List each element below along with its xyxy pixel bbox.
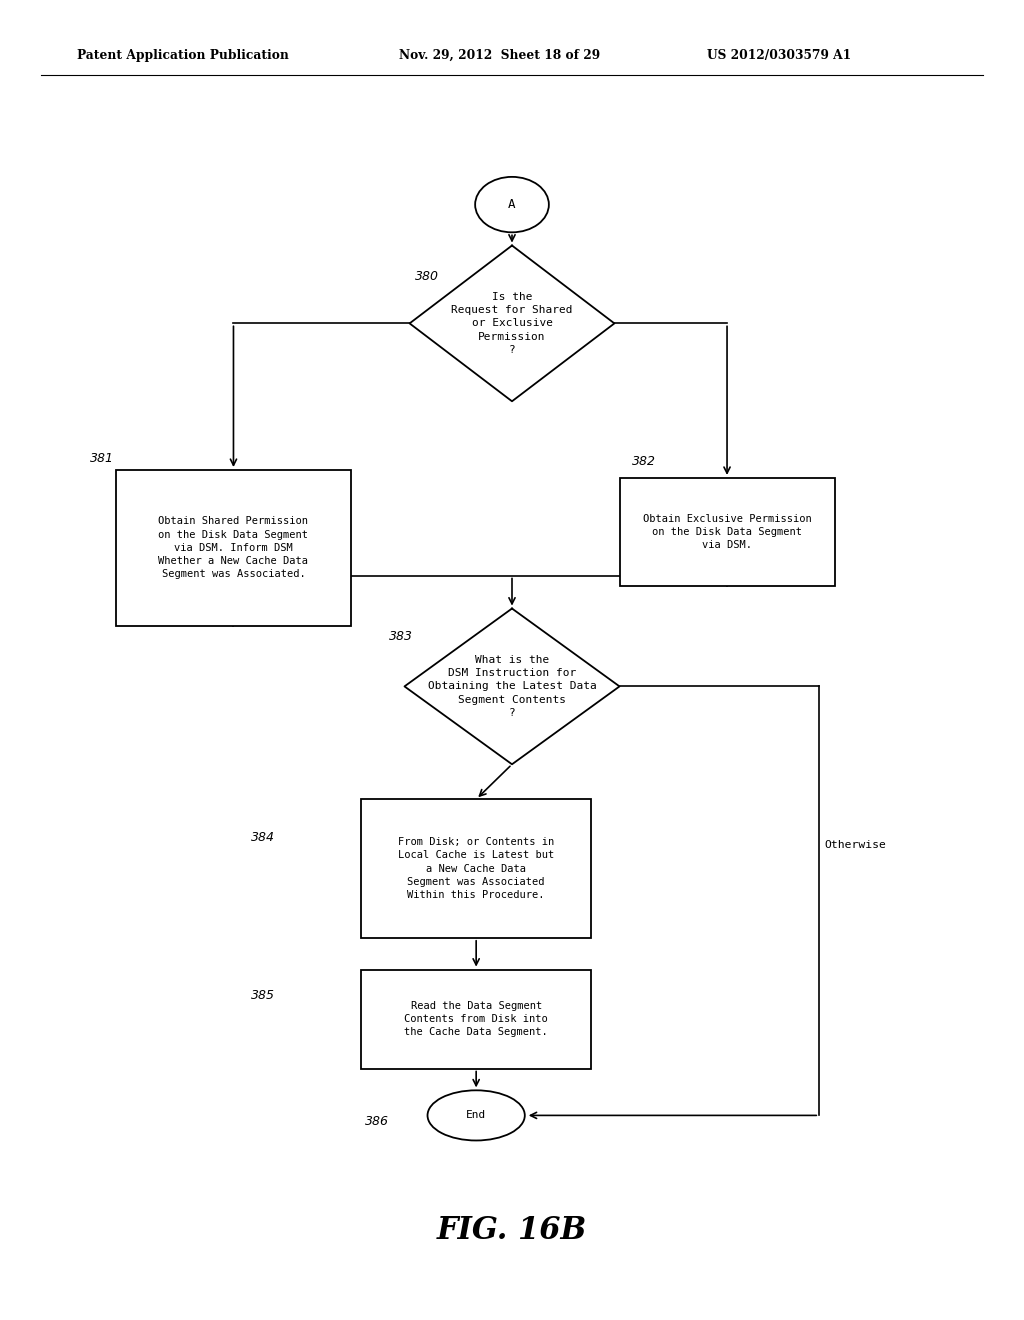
Bar	[361, 969, 592, 1069]
Ellipse shape	[475, 177, 549, 232]
Ellipse shape	[428, 1090, 525, 1140]
Text: 385: 385	[251, 989, 274, 1002]
Text: Obtain Shared Permission
on the Disk Data Segment
via DSM. Inform DSM
Whether a : Obtain Shared Permission on the Disk Dat…	[159, 516, 308, 579]
Text: Read the Data Segment
Contents from Disk into
the Cache Data Segment.: Read the Data Segment Contents from Disk…	[404, 1001, 548, 1038]
Text: US 2012/0303579 A1: US 2012/0303579 A1	[707, 49, 851, 62]
Text: A: A	[508, 198, 516, 211]
Text: 381: 381	[90, 451, 114, 465]
Text: FIG. 16B: FIG. 16B	[437, 1214, 587, 1246]
Text: What is the
DSM Instruction for
Obtaining the Latest Data
Segment Contents
?: What is the DSM Instruction for Obtainin…	[428, 655, 596, 718]
Text: 383: 383	[389, 630, 413, 643]
Text: 386: 386	[365, 1114, 388, 1127]
Text: 380: 380	[415, 269, 438, 282]
Text: Obtain Exclusive Permission
on the Disk Data Segment
via DSM.: Obtain Exclusive Permission on the Disk …	[643, 513, 811, 550]
Text: 382: 382	[632, 454, 655, 467]
Text: From Disk; or Contents in
Local Cache is Latest but
a New Cache Data
Segment was: From Disk; or Contents in Local Cache is…	[398, 837, 554, 900]
Text: 384: 384	[251, 830, 274, 843]
Bar	[116, 470, 351, 626]
Text: Patent Application Publication: Patent Application Publication	[77, 49, 289, 62]
Text: Is the
Request for Shared
or Exclusive
Permission
?: Is the Request for Shared or Exclusive P…	[452, 292, 572, 355]
Bar	[620, 478, 835, 586]
Text: End: End	[466, 1110, 486, 1121]
Text: Otherwise: Otherwise	[824, 840, 886, 850]
Bar	[361, 799, 592, 937]
Text: Nov. 29, 2012  Sheet 18 of 29: Nov. 29, 2012 Sheet 18 of 29	[399, 49, 600, 62]
